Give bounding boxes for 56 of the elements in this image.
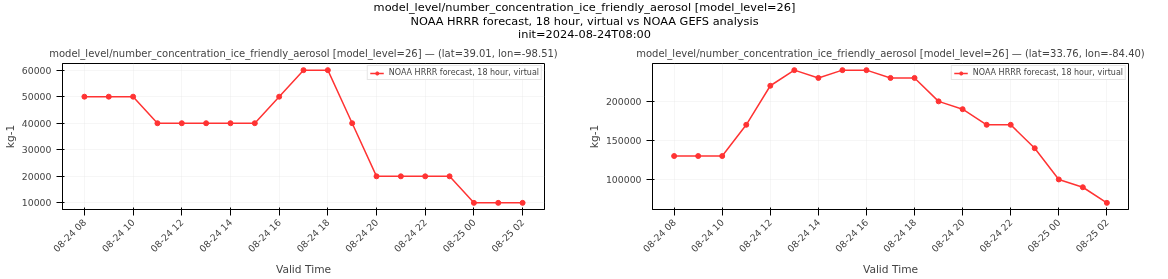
point (1031, 145, 1038, 152)
x-axis-title: Valid Time (862, 262, 919, 276)
y-tick-label: 150000 (605, 134, 642, 146)
point (983, 121, 990, 128)
point (373, 173, 380, 180)
point (767, 82, 774, 89)
point (1103, 199, 1110, 206)
point (791, 67, 798, 74)
point (863, 67, 870, 74)
point (815, 74, 822, 81)
y-tick-label: 200000 (605, 95, 642, 107)
y-tick-label: 50000 (21, 91, 52, 103)
chart-title: model_level/number_concentration_ice_friendly_aerosol [model_level=26] — (lat=39.01, lon=-98.51) (49, 47, 558, 60)
point (446, 173, 453, 180)
point (397, 173, 404, 180)
point (154, 120, 161, 127)
point (719, 153, 726, 160)
legend-label: NOAA HRRR forecast, 18 hour, virtual (972, 68, 1123, 77)
point (276, 93, 283, 100)
point (695, 153, 702, 160)
y-tick-label: 60000 (21, 64, 52, 76)
point (671, 153, 678, 160)
legend-label: NOAA HRRR forecast, 18 hour, virtual (388, 68, 539, 77)
point (178, 120, 185, 127)
point (203, 120, 210, 127)
y-tick-label: 30000 (21, 144, 52, 156)
point (911, 74, 918, 81)
x-axis-title: Valid Time (275, 262, 332, 276)
point (495, 199, 502, 206)
point (1079, 184, 1086, 191)
point (130, 93, 137, 100)
chart-title: model_level/number_concentration_ice_friendly_aerosol [model_level=26] — (lat=33.76, lon=-84.40) (636, 47, 1145, 60)
point (1007, 121, 1014, 128)
point (887, 74, 894, 81)
y-axis-title: kg-1 (3, 124, 17, 149)
point (105, 93, 112, 100)
y-tick-label: 100000 (605, 173, 642, 185)
text: model_level/number_concentration_ice_friendly_aerosol [model_level=26] NOAA HRRR forecast, 18 hour, virtual vs NOAA GEFS analysis init=2024-08-24T08:00 (373, 0, 796, 41)
point (81, 93, 88, 100)
point (1055, 176, 1062, 183)
point (422, 173, 429, 180)
point (959, 106, 966, 113)
point (324, 67, 331, 74)
point (227, 120, 234, 127)
y-tick-label: 40000 (21, 117, 52, 129)
y-tick-label: 10000 (21, 197, 52, 209)
point (839, 67, 846, 74)
y-tick-label: 20000 (21, 170, 52, 182)
point (349, 120, 356, 127)
point (470, 199, 477, 206)
y-axis-title: kg-1 (587, 124, 601, 149)
point (519, 199, 526, 206)
point (251, 120, 258, 127)
point (300, 67, 307, 74)
point (935, 98, 942, 105)
point (743, 121, 750, 128)
